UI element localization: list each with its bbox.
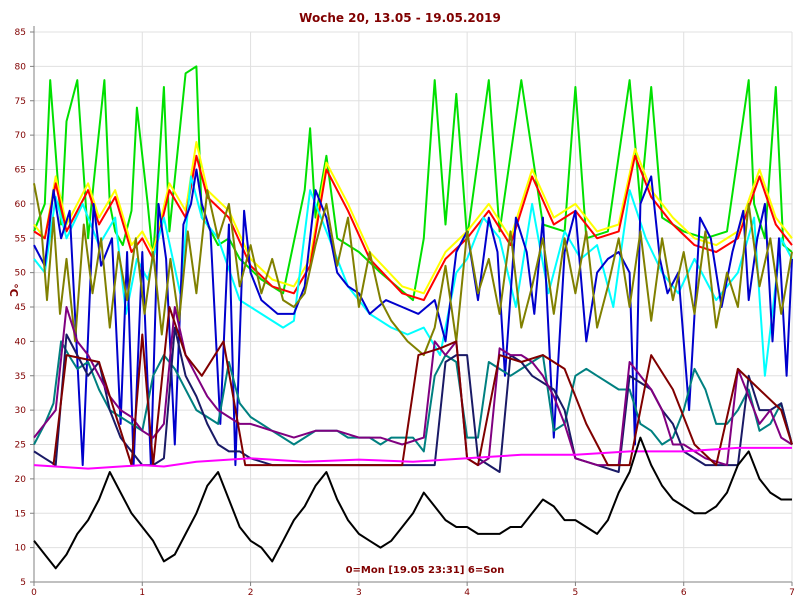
y-tick-label: 80: [15, 62, 27, 72]
y-tick-label: 35: [15, 372, 26, 382]
x-axis-label: 0=Mon [19.05 23:31] 6=Son: [346, 565, 505, 576]
x-tick-label: 0: [31, 588, 37, 598]
x-tick-label: 6: [681, 588, 687, 598]
y-tick-label: 65: [15, 166, 26, 176]
y-tick-label: 50: [15, 269, 27, 279]
y-axis-label: °C: [7, 283, 20, 297]
y-tick-label: 45: [15, 303, 26, 313]
y-tick-label: 15: [15, 509, 26, 519]
y-tick-label: 40: [15, 337, 27, 347]
y-tick-label: 20: [15, 475, 27, 485]
series-line-8: [33, 326, 793, 473]
x-tick-label: 4: [464, 588, 470, 598]
series-line-9: [33, 306, 793, 467]
series-group: [33, 65, 793, 570]
y-tick-label: 60: [15, 200, 27, 210]
y-tick-label: 85: [15, 28, 26, 38]
series-line-6: [33, 183, 793, 357]
chart-title: Woche 20, 13.05 - 19.05.2019: [299, 11, 501, 25]
x-tick-label: 3: [356, 588, 362, 598]
series-line-11: [33, 446, 792, 470]
series-line-1: [33, 65, 793, 302]
y-tick-label: 75: [15, 97, 26, 107]
y-tick-label: 25: [15, 441, 26, 451]
y-tick-label: 30: [15, 406, 27, 416]
x-tick-label: 2: [248, 588, 254, 598]
series-line-7: [33, 340, 793, 453]
x-tick-label: 7: [789, 588, 795, 598]
y-tick-label: 70: [15, 131, 27, 141]
x-tick-label: 1: [139, 588, 145, 598]
y-tick-label: 5: [20, 578, 26, 588]
grid: [33, 31, 793, 583]
series-line-12: [33, 436, 792, 570]
series-line-2: [33, 141, 793, 295]
y-tick-label: 10: [15, 544, 27, 554]
y-tick-label: 55: [15, 234, 26, 244]
x-tick-label: 5: [573, 588, 579, 598]
